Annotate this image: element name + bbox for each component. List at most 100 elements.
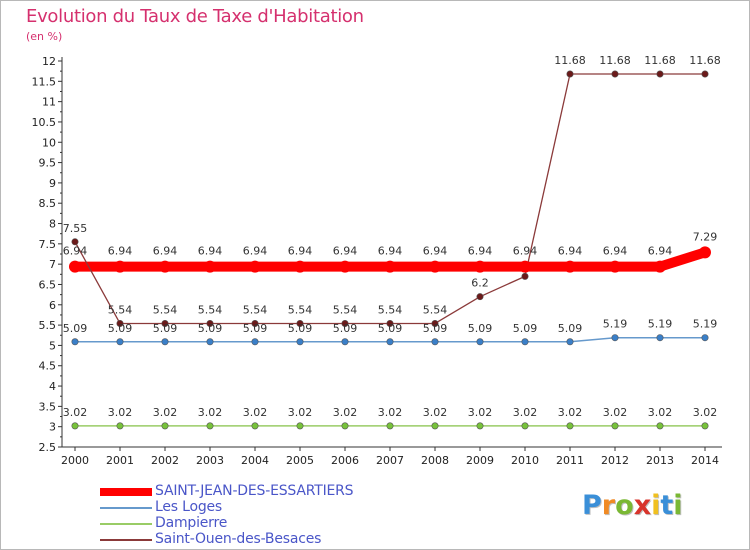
data-label: 3.02 xyxy=(558,406,583,419)
data-point xyxy=(656,334,664,342)
data-label: 5.19 xyxy=(603,318,628,331)
legend-label: Dampierre xyxy=(155,515,228,531)
data-point xyxy=(566,70,574,78)
data-label: 5.54 xyxy=(108,303,133,316)
data-label: 3.02 xyxy=(288,406,313,419)
data-label: 5.09 xyxy=(153,322,178,335)
data-label: 5.54 xyxy=(423,303,448,316)
line-chart: 2.5 3 3.5 4 4.5 5 5.5 6 6.5 7 7.5 8 8.5 9 9.5 10 10.5 11 1… xyxy=(32,54,722,467)
data-point xyxy=(341,319,349,327)
data-label: 3.02 xyxy=(63,406,88,419)
data-point xyxy=(564,260,576,273)
logo-letter: t xyxy=(660,490,674,521)
data-label: 3.02 xyxy=(198,406,223,419)
legend-item[interactable]: SAINT-JEAN-DES-ESSARTIERS xyxy=(100,483,400,500)
data-label: 6.94 xyxy=(333,245,358,258)
chart-title: Evolution du Taux de Taxe d'Habitation xyxy=(26,6,364,27)
data-point xyxy=(431,319,439,327)
data-point xyxy=(71,238,79,246)
chart-subtitle: (en %) xyxy=(26,30,63,43)
x-tick-label: 2000 xyxy=(61,454,89,467)
data-point xyxy=(386,422,394,430)
y-tick-label: 2.5 xyxy=(39,441,57,454)
data-label: 5.54 xyxy=(378,303,403,316)
data-point xyxy=(251,338,259,346)
y-tick-label: 5.5 xyxy=(39,319,57,332)
data-label: 5.09 xyxy=(63,322,88,335)
data-point xyxy=(384,260,396,273)
data-label: 3.02 xyxy=(333,406,358,419)
data-point xyxy=(386,319,394,327)
data-point xyxy=(341,422,349,430)
data-point xyxy=(701,422,709,430)
data-point xyxy=(116,422,124,430)
data-label: 3.02 xyxy=(108,406,133,419)
data-point xyxy=(114,260,126,273)
y-tick-label: 6 xyxy=(49,299,56,312)
data-label: 3.02 xyxy=(378,406,403,419)
data-point xyxy=(431,338,439,346)
data-label: 6.94 xyxy=(243,245,268,258)
data-label: 6.94 xyxy=(468,245,493,258)
data-label: 3.02 xyxy=(153,406,178,419)
data-point xyxy=(611,70,619,78)
data-point xyxy=(69,260,81,273)
data-label: 6.94 xyxy=(378,245,403,258)
logo-letter: o xyxy=(615,490,634,521)
x-tick-label: 2009 xyxy=(466,454,494,467)
data-point xyxy=(296,422,304,430)
legend-item[interactable]: Les Loges xyxy=(100,499,400,516)
data-point xyxy=(206,319,214,327)
data-label: 6.94 xyxy=(198,245,223,258)
data-point xyxy=(249,260,261,273)
legend-item[interactable]: Saint-Ouen-des-Besaces xyxy=(100,531,400,548)
data-point xyxy=(476,293,484,301)
data-label: 3.02 xyxy=(423,406,448,419)
data-point xyxy=(206,338,214,346)
data-point xyxy=(204,260,216,273)
data-label: 5.54 xyxy=(288,303,313,316)
legend-swatch-icon xyxy=(100,523,152,525)
data-label: 11.68 xyxy=(599,54,631,67)
data-label: 5.54 xyxy=(243,303,268,316)
data-label: 3.02 xyxy=(243,406,268,419)
data-point xyxy=(566,422,574,430)
data-label: 3.02 xyxy=(513,406,538,419)
y-tick-label: 9 xyxy=(49,177,56,190)
data-point xyxy=(161,422,169,430)
y-tick-label: 4.5 xyxy=(39,360,57,373)
data-point xyxy=(476,422,484,430)
logo-letter: P xyxy=(582,490,602,521)
y-tick-label: 11 xyxy=(42,96,56,109)
y-tick-label: 7 xyxy=(49,258,56,271)
data-label: 11.68 xyxy=(554,54,586,67)
y-tick-label: 3.5 xyxy=(39,400,57,413)
data-point xyxy=(339,260,351,273)
data-point xyxy=(476,338,484,346)
logo-letter: i xyxy=(673,490,683,521)
y-tick-label: 11.5 xyxy=(32,75,57,88)
legend-item[interactable]: Dampierre xyxy=(100,515,400,532)
x-tick-label: 2001 xyxy=(106,454,134,467)
data-label: 5.09 xyxy=(198,322,223,335)
x-tick-label: 2014 xyxy=(691,454,719,467)
data-point xyxy=(71,422,79,430)
data-point xyxy=(161,338,169,346)
data-label: 5.09 xyxy=(288,322,313,335)
x-tick-label: 2012 xyxy=(601,454,629,467)
y-tick-label: 10 xyxy=(42,136,56,149)
data-label: 6.94 xyxy=(63,245,88,258)
logo-letter: i xyxy=(651,490,661,521)
data-label: 7.55 xyxy=(63,222,88,235)
data-point xyxy=(296,319,304,327)
data-point xyxy=(116,338,124,346)
legend-label: SAINT-JEAN-DES-ESSARTIERS xyxy=(155,483,354,499)
data-label: 5.19 xyxy=(693,318,718,331)
data-label: 6.94 xyxy=(603,245,628,258)
data-point xyxy=(611,334,619,342)
x-tick-label: 2002 xyxy=(151,454,179,467)
x-tick-label: 2008 xyxy=(421,454,449,467)
data-label: 5.54 xyxy=(333,303,358,316)
data-point xyxy=(116,319,124,327)
